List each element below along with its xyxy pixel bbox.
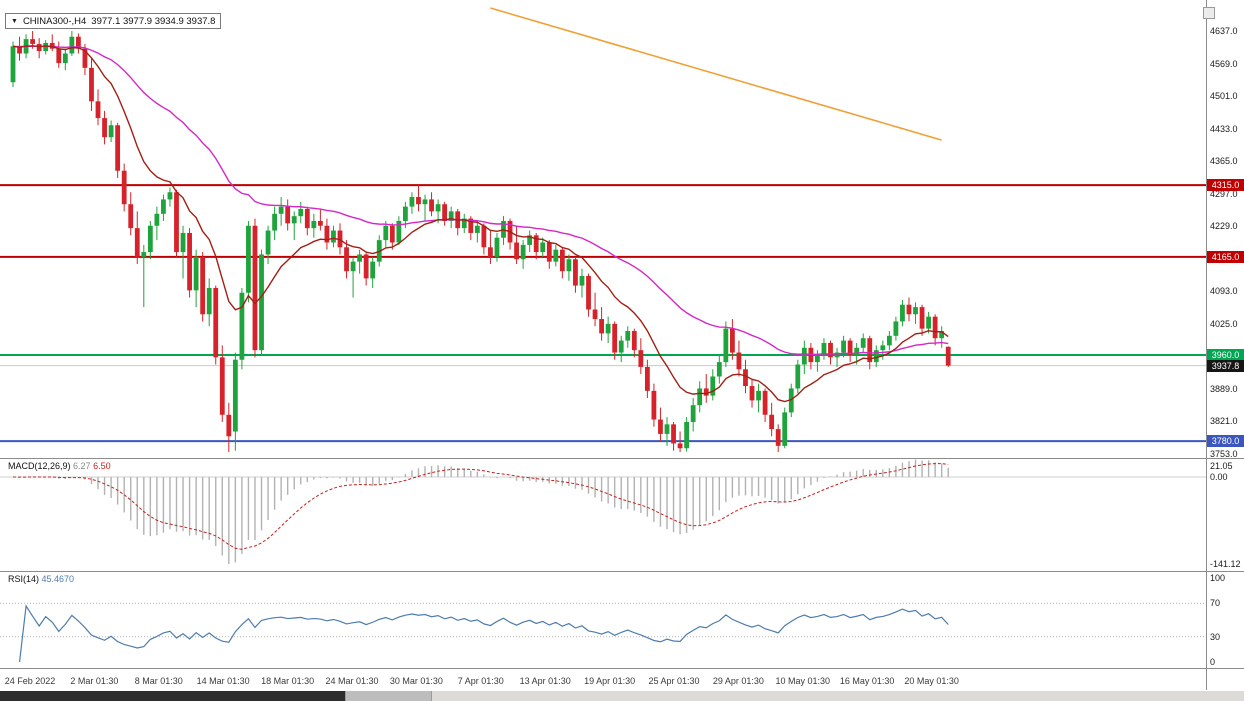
y-axis-tick: 4229.0 bbox=[1210, 221, 1238, 232]
y-axis-tick: 4365.0 bbox=[1210, 156, 1238, 167]
price-axis-border bbox=[1206, 0, 1207, 690]
tab-bar-empty bbox=[432, 691, 1244, 701]
x-axis-label: 29 Apr 01:30 bbox=[712, 676, 764, 686]
y-axis-tick: 3821.0 bbox=[1210, 416, 1238, 427]
price-badge: 3960.0 bbox=[1207, 348, 1244, 361]
panel-separator-macd[interactable] bbox=[0, 458, 1244, 459]
price-badge: 3780.0 bbox=[1207, 435, 1244, 448]
price-badge: 4165.0 bbox=[1207, 250, 1244, 263]
x-axis-label: 8 Mar 01:30 bbox=[134, 676, 183, 686]
symbol-timeframe-label: CHINA300-,H4 bbox=[22, 15, 87, 27]
active-chart-tab[interactable] bbox=[345, 691, 432, 701]
y-axis-tick: 4501.0 bbox=[1210, 91, 1238, 102]
panel-separator-rsi[interactable] bbox=[0, 571, 1244, 572]
x-axis-label: 13 Apr 01:30 bbox=[519, 676, 571, 686]
x-axis-label: 30 Mar 01:30 bbox=[389, 676, 443, 686]
indicator-axis-tick: 100 bbox=[1210, 573, 1226, 583]
y-axis-tick: 4093.0 bbox=[1210, 286, 1238, 297]
x-axis-label: 14 Mar 01:30 bbox=[196, 676, 250, 686]
y-axis-tick: 4297.0 bbox=[1210, 188, 1238, 199]
y-axis-tick: 3753.0 bbox=[1210, 449, 1238, 459]
y-axis-tick: 4569.0 bbox=[1210, 58, 1238, 69]
y-axis-tick: 4433.0 bbox=[1210, 123, 1238, 134]
x-axis-label: 20 May 01:30 bbox=[904, 676, 959, 686]
indicator-axis-tick: 70 bbox=[1210, 598, 1221, 608]
x-axis-label: 25 Apr 01:30 bbox=[648, 676, 700, 686]
x-axis-label: 2 Mar 01:30 bbox=[70, 676, 119, 686]
macd-name: MACD(12,26,9) bbox=[8, 461, 71, 471]
x-axis-label: 24 Feb 2022 bbox=[4, 676, 56, 686]
x-axis-label: 16 May 01:30 bbox=[839, 676, 895, 686]
indicator-axis-tick: -141.12 bbox=[1210, 559, 1241, 569]
chevron-down-icon[interactable]: ▼ bbox=[11, 17, 18, 25]
rsi-name: RSI(14) bbox=[8, 574, 40, 584]
indicator-axis-tick: 0 bbox=[1210, 657, 1216, 667]
x-axis-label: 24 Mar 01:30 bbox=[325, 676, 379, 686]
x-axis-label: 18 Mar 01:30 bbox=[261, 676, 315, 686]
symbol-info-box[interactable]: ▼ CHINA300-,H4 3977.1 3977.9 3934.9 3937… bbox=[5, 13, 222, 29]
y-axis-tick: 4637.0 bbox=[1210, 26, 1238, 36]
bottom-tab-bar bbox=[0, 691, 1244, 701]
time-axis-separator bbox=[0, 668, 1244, 669]
y-axis-tick: 4025.0 bbox=[1210, 318, 1238, 329]
y-axis-tick: 3889.0 bbox=[1210, 383, 1238, 394]
macd-signal-value: 6.50 bbox=[93, 461, 111, 471]
rsi-value: 45.4670 bbox=[41, 574, 75, 584]
indicator-axis-tick: 0.00 bbox=[1210, 472, 1228, 482]
x-axis-label: 10 May 01:30 bbox=[775, 676, 831, 686]
chart-tabs-group[interactable] bbox=[0, 691, 345, 701]
macd-indicator-label: MACD(12,26,9) 6.27 6.50 bbox=[8, 461, 111, 471]
x-axis-label: 19 Apr 01:30 bbox=[584, 676, 636, 686]
chart-corner-button[interactable] bbox=[1203, 7, 1215, 19]
ohlc-values: 3977.1 3977.9 3934.9 3937.8 bbox=[91, 15, 216, 27]
macd-main-value: 6.27 bbox=[73, 461, 91, 471]
x-axis-label: 7 Apr 01:30 bbox=[457, 676, 504, 686]
price-badge: 4315.0 bbox=[1207, 179, 1244, 192]
indicator-axis-tick: 21.05 bbox=[1210, 461, 1233, 471]
indicator-axis-tick: 30 bbox=[1210, 632, 1221, 642]
rsi-indicator-label: RSI(14) 45.4670 bbox=[8, 574, 74, 584]
price-badge: 3937.8 bbox=[1207, 359, 1244, 372]
